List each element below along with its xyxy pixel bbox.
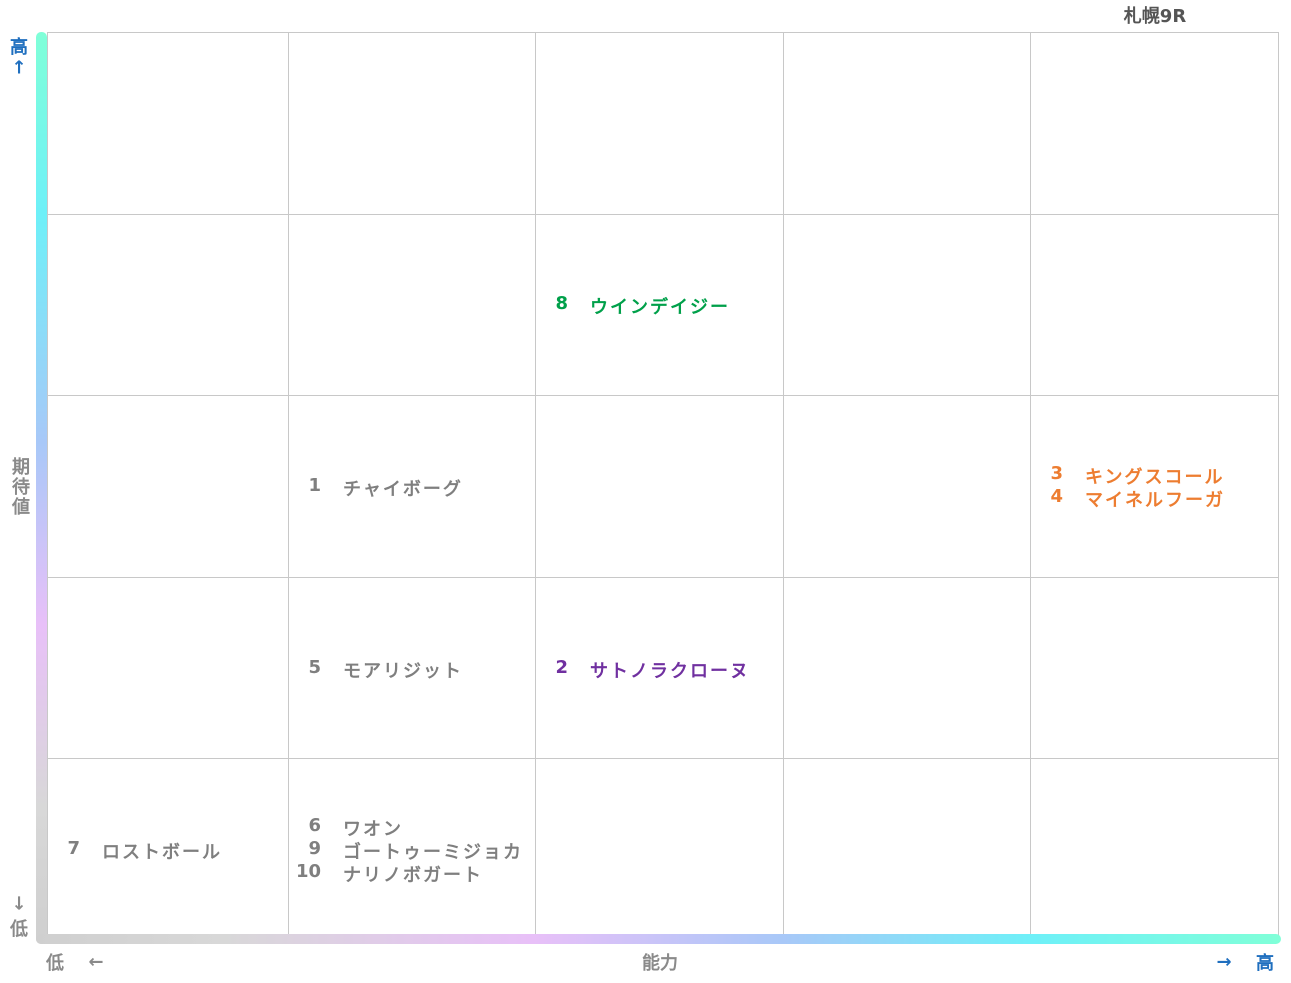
entry-number: 2 xyxy=(555,656,568,678)
entry-number: 7 xyxy=(67,837,80,859)
cell: 3 キングスコール 4 マイネルフーガ xyxy=(1031,395,1279,577)
cell: 8 ウインデイジー xyxy=(536,213,784,396)
cell: 1 チャイボーグ xyxy=(289,395,536,577)
x-high-arrow: → xyxy=(1216,951,1232,973)
cell xyxy=(47,576,289,759)
entry-name: ワオン xyxy=(343,818,403,840)
cell xyxy=(1031,758,1279,940)
cell xyxy=(784,758,1031,940)
entry: 7 ロストボール xyxy=(48,837,288,863)
cell xyxy=(1031,32,1279,214)
entry: 9 ゴートゥーミジョカ xyxy=(289,837,535,863)
x-label: 能力 xyxy=(642,953,678,974)
cell xyxy=(1031,576,1279,759)
cell xyxy=(536,32,784,214)
y-label: 期待値 xyxy=(9,457,30,517)
cell: 6 ワオン 9 ゴートゥーミジョカ 10 ナリノボガート xyxy=(289,758,536,940)
entry: 6 ワオン xyxy=(289,814,535,840)
entry-number: 1 xyxy=(308,474,321,496)
x-low-arrow: ← xyxy=(88,951,104,973)
entry: 4 マイネルフーガ xyxy=(1031,486,1278,512)
entry-name: ナリノボガート xyxy=(343,864,483,886)
entry: 8 ウインデイジー xyxy=(536,293,783,319)
entry: 2 サトノラクローヌ xyxy=(536,656,783,682)
cell xyxy=(784,213,1031,396)
cell xyxy=(784,395,1031,577)
entry: 5 モアリジット xyxy=(289,656,535,682)
cell: 2 サトノラクローヌ xyxy=(536,576,784,759)
entry-name: チャイボーグ xyxy=(343,478,463,500)
cell: 7 ロストボール xyxy=(47,758,289,940)
cell: 5 モアリジット xyxy=(289,576,536,759)
cell xyxy=(47,213,289,396)
y-axis-bar xyxy=(36,32,47,944)
entry-name: ウインデイジー xyxy=(590,297,730,319)
entry-name: ゴートゥーミジョカ xyxy=(343,841,523,863)
cell xyxy=(784,576,1031,759)
entry-name: マイネルフーガ xyxy=(1085,490,1225,512)
cell xyxy=(47,395,289,577)
entry: 3 キングスコール xyxy=(1031,463,1278,489)
entry-name: ロストボール xyxy=(102,841,222,863)
entry-number: 5 xyxy=(308,656,321,678)
entry-number: 6 xyxy=(308,814,321,836)
cell xyxy=(1031,213,1279,396)
entry-name: キングスコール xyxy=(1085,467,1225,489)
x-axis-bar xyxy=(36,934,1281,944)
entry-number: 9 xyxy=(308,837,321,859)
grid: 8 ウインデイジー 1 チャイボーグ 3 キングスコール 4 マイネルフーガ 5 モアリジット 2 サ… xyxy=(47,32,1279,940)
x-high: 高 xyxy=(1256,953,1274,974)
entry-number: 3 xyxy=(1050,463,1063,485)
cell xyxy=(536,395,784,577)
y-low: 低 xyxy=(10,919,28,940)
cell xyxy=(289,213,536,396)
entry-number: 4 xyxy=(1050,486,1063,508)
title: 札幌9R xyxy=(1123,6,1187,27)
cell xyxy=(536,758,784,940)
y-low-arrow: ↓ xyxy=(11,893,27,915)
y-high-arrow: ↑ xyxy=(11,57,27,79)
entry-number: 10 xyxy=(295,860,321,882)
entry-name: モアリジット xyxy=(343,660,463,682)
cell xyxy=(289,32,536,214)
entry-name: サトノラクローヌ xyxy=(590,660,750,682)
cell xyxy=(47,32,289,214)
y-high: 高 xyxy=(10,37,28,58)
entry: 10 ナリノボガート xyxy=(289,860,535,886)
x-low: 低 xyxy=(46,953,64,974)
cell xyxy=(784,32,1031,214)
entry-number: 8 xyxy=(555,293,568,315)
entry: 1 チャイボーグ xyxy=(289,474,535,500)
